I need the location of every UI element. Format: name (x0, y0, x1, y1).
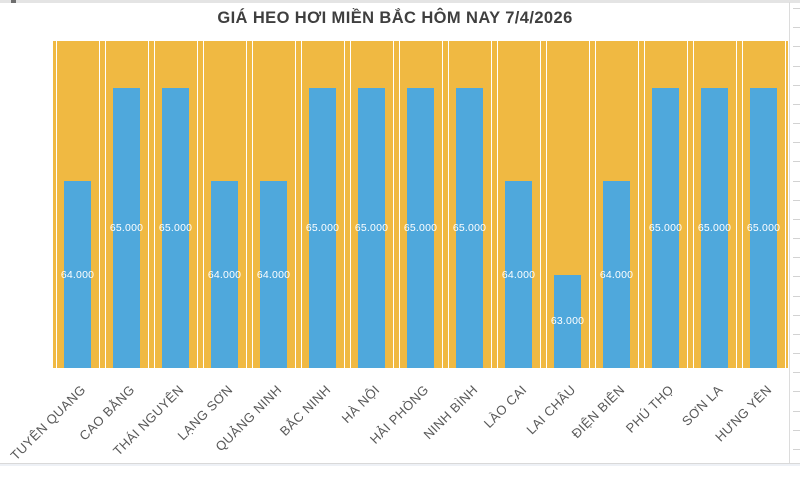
category-column: 63.000 (543, 41, 592, 368)
x-axis-label: TUYÊN QUANG (6, 382, 89, 464)
x-axis-label: LÀO CAI (480, 382, 530, 431)
category-column: 64.000 (592, 41, 641, 368)
x-axis-label: PHÚ THỌ (622, 382, 677, 436)
data-bar[interactable]: 64.000 (207, 181, 242, 368)
chart-title: GIÁ HEO HƠI MIỀN BẮC HÔM NAY 7/4/2026 (217, 9, 573, 27)
column-background-bar (741, 41, 786, 368)
data-bar[interactable]: 65.000 (452, 87, 487, 368)
data-bar[interactable]: 65.000 (354, 87, 389, 368)
column-background-bar (251, 41, 296, 368)
column-background-bar (545, 41, 590, 368)
category-column: 65.000 (690, 41, 739, 368)
plot-area[interactable]: 64.000 65.000 65.000 64.000 64.000 65.000 65.0… (53, 41, 788, 368)
data-label: 64.000 (599, 268, 634, 281)
data-bar[interactable]: 65.000 (403, 87, 438, 368)
x-axis-label: CAO BẰNG (75, 382, 138, 444)
data-label: 65.000 (158, 221, 193, 234)
data-bar[interactable]: 64.000 (60, 181, 95, 368)
data-bar[interactable]: 65.000 (109, 87, 144, 368)
data-label: 65.000 (403, 221, 438, 234)
column-background-bar (496, 41, 541, 368)
data-bar[interactable]: 65.000 (648, 87, 683, 368)
x-axis-label: QUẢNG NINH (211, 382, 285, 455)
column-background-bar (153, 41, 198, 368)
data-bar[interactable]: 65.000 (158, 87, 193, 368)
category-column: 64.000 (200, 41, 249, 368)
column-background-bar (349, 41, 394, 368)
data-label: 65.000 (354, 221, 389, 234)
category-column: 65.000 (298, 41, 347, 368)
column-background-bar (398, 41, 443, 368)
data-label: 64.000 (60, 268, 95, 281)
data-label: 65.000 (648, 221, 683, 234)
category-column: 65.000 (445, 41, 494, 368)
data-bar[interactable]: 64.000 (256, 181, 291, 368)
x-axis-label: HƯNG YÊN (711, 382, 775, 445)
column-background-bar (643, 41, 688, 368)
spreadsheet-column-border (789, 2, 790, 466)
data-label: 64.000 (501, 268, 536, 281)
category-column: 65.000 (641, 41, 690, 368)
data-label: 63.000 (550, 315, 585, 328)
x-axis-label: HẢI PHÒNG (366, 382, 432, 447)
x-axis-label: LAI CHÂU (522, 382, 579, 438)
category-column: 65.000 (102, 41, 151, 368)
data-label: 65.000 (109, 221, 144, 234)
column-background-bar (300, 41, 345, 368)
column-background-bar (692, 41, 737, 368)
x-axis-label: BẮC NINH (276, 382, 334, 439)
column-background-bar (202, 41, 247, 368)
data-bar[interactable]: 65.000 (305, 87, 340, 368)
spreadsheet-row-border (0, 463, 800, 464)
window-bottom-edge (0, 464, 800, 466)
x-axis-label: SƠN LA (678, 382, 726, 429)
data-bar[interactable]: 65.000 (697, 87, 732, 368)
x-axis-label: LẠNG SƠN (173, 382, 236, 444)
column-background-bar (55, 41, 100, 368)
category-column: 65.000 (396, 41, 445, 368)
data-label: 65.000 (452, 221, 487, 234)
category-column: 65.000 (151, 41, 200, 368)
data-bar[interactable]: 63.000 (550, 274, 585, 368)
spreadsheet-row-gridlines (793, 0, 800, 466)
data-bar[interactable]: 64.000 (501, 181, 536, 368)
window-top-edge (0, 0, 800, 3)
column-background-bar (104, 41, 149, 368)
data-label: 64.000 (207, 268, 242, 281)
x-axis-label: HÀ NỘI (338, 382, 383, 426)
column-background-bar (447, 41, 492, 368)
category-column: 64.000 (53, 41, 102, 368)
data-bar[interactable]: 64.000 (599, 181, 634, 368)
data-label: 65.000 (305, 221, 340, 234)
data-label: 64.000 (256, 268, 291, 281)
x-axis-label: NINH BÌNH (419, 382, 481, 443)
category-column: 64.000 (249, 41, 298, 368)
data-label: 65.000 (697, 221, 732, 234)
data-bar[interactable]: 65.000 (746, 87, 781, 368)
window-top-edge-mark (11, 0, 16, 3)
category-column: 64.000 (494, 41, 543, 368)
data-label: 65.000 (746, 221, 781, 234)
x-axis-label: THÁI NGUYÊN (109, 382, 187, 459)
column-background-bar (594, 41, 639, 368)
category-column: 65.000 (347, 41, 396, 368)
x-axis-label: ĐIỆN BIÊN (567, 382, 628, 442)
category-column: 65.000 (739, 41, 788, 368)
